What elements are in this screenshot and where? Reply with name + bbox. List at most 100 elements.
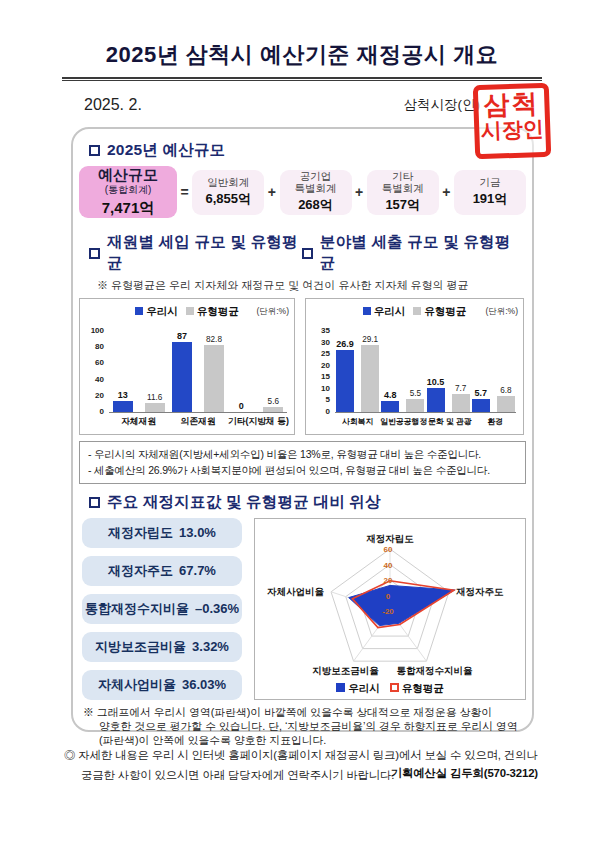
category-label: 사회복지 [335,416,380,427]
svg-text:0: 0 [386,591,391,600]
bar-value-label: 29.1 [362,335,378,344]
analysis-note: - 세출예산의 26.9%가 사회복지분야에 편성되어 있으며, 유형평균 대비… [88,462,517,478]
signer: 삼척시장(인) [404,96,481,114]
bars: 26.929.14.85.510.57.75.76.8 [335,331,516,412]
legend-square-blue [336,683,345,692]
svg-text:재정자립도: 재정자립도 [366,533,414,544]
budget-total-box: 예산규모 (통합회계) 7,471억 [79,166,177,218]
legend-square-blue [135,307,143,315]
radar-legend: 우리시유형평균 [255,682,525,696]
bar-value-label: 5.6 [268,397,279,406]
indicator-box: 자체사업비율36.03% [82,670,242,700]
category-label: 일반공공행정 [380,416,427,427]
svg-text:-20: -20 [382,607,394,616]
svg-text:통합재정수지비율: 통합재정수지비율 [396,665,473,676]
expense-section-header: 분야별 세출 규모 및 유형평균 [302,232,526,274]
svg-text:지방보조금비율: 지방보조금비율 [312,665,379,676]
indicator-section-header: 주요 재정지표값 및 유형평균 대비 위상 [89,492,526,513]
plus-sign: + [439,184,454,200]
y-tick: 10 [311,384,330,393]
charts-row: 우리시유형평균 (단위:%) 0204060801001311.68782.80… [79,298,526,435]
footer-note: ◎ 자세한 내용은 우리 시 인터넷 홈페이지(홈페이지 재정공시 링크)에서 … [64,746,538,786]
date-row: 2025. 2. 삼척시장(인) [84,94,540,116]
type-average-note: ※ 유형평균은 우리 지자체와 재정규모 및 여건이 유사한 지자체 유형의 평… [97,278,526,293]
svg-text:자체사업비율: 자체사업비율 [267,585,325,596]
bar-value-label: 6.8 [500,386,511,395]
bar: 4.8 [381,401,399,412]
legend-square-gray [186,307,194,315]
plus-sign: + [352,184,367,200]
bar: 26.9 [336,350,354,412]
svg-text:60: 60 [384,545,393,554]
y-tick: 60 [85,358,104,367]
date: 2025. 2. [84,96,142,114]
category-label: 자체재원 [109,416,168,428]
bar: 29.1 [361,345,379,412]
y-tick: 0 [85,407,104,416]
bar: 5.7 [472,399,490,412]
footer-contact: 기획예산실 김두희(570-3212) [408,764,538,784]
y-tick: 35 [311,326,330,335]
square-bullet-icon [89,248,100,259]
svg-text:재정자주도: 재정자주도 [456,585,504,596]
y-tick: 5 [311,395,330,404]
bar: 7.7 [452,394,470,412]
indicator-box: 재정자립도13.0% [82,518,242,548]
y-tick: 15 [311,372,330,381]
indicator-box: 통합재정수지비율–0.36% [82,594,242,624]
radar-explanation-note: ※ 그래프에서 우리시 영역(파란색)이 바깥쪽에 있을수록 상대적으로 재정운… [83,705,524,748]
budget-flow: 예산규모 (통합회계) 7,471억 = 일반회계 6,855억 + 공기업 특… [79,166,526,218]
page-title: 2025년 삼척시 예산기준 재정공시 개요 [62,40,542,70]
bar: 5.6 [263,407,283,412]
bar: 11.6 [145,403,165,412]
y-tick: 100 [85,326,104,335]
legend-square-gray [413,307,421,315]
bar-value-label: 7.7 [455,384,466,393]
bar-value-label: 5.7 [475,388,488,398]
category-label: 문화 및 관광 [427,416,472,427]
bar-value-label: 0 [239,401,244,411]
svg-text:20: 20 [384,576,393,585]
bar-value-label: 82.8 [206,335,222,344]
bar: 10.5 [427,388,445,412]
main-container: 2025년 예산규모 예산규모 (통합회계) 7,471억 = 일반회계 6,8… [71,127,534,732]
category-label: 의존재원 [168,416,227,428]
equals-sign: = [177,184,192,200]
chart-unit: (단위:%) [485,306,518,318]
bar: 6.8 [497,396,515,412]
bar-value-label: 13 [118,390,128,400]
bar-value-label: 4.8 [384,390,397,400]
radar-chart-box: 60 40 20 0 -20 재정자립도재정자주도통합재정수지비율 지방보조금비율 자체사업비… [254,518,526,700]
category-label: 환경 [473,416,518,427]
y-tick: 0 [311,407,330,416]
bar-group: 8782.8 [172,331,224,412]
analysis-notes-box: - 우리시의 자체재원(지방세+세외수입) 비율은 13%로, 유형평균 대비 … [79,441,526,484]
revenue-section-header: 재원별 세입 규모 및 유형평균 [89,232,302,274]
square-bullet-icon [302,248,313,259]
revenue-categories: 자체재원의존재원기타(지방채 등) [109,416,289,428]
legend-square-red [390,683,399,692]
chart-unit: (단위:%) [256,306,289,318]
square-bullet-icon [89,145,100,156]
legend-square-blue [363,307,371,315]
analysis-note: - 우리시의 자체재원(지방세+세외수입) 비율은 13%로, 유형평균 대비 … [88,446,517,462]
chart-section-headers: 재원별 세입 규모 및 유형평균 분야별 세출 규모 및 유형평균 [79,232,526,276]
bar-group: 10.5 7.7 [427,331,470,412]
bar-value-label: 26.9 [336,339,354,349]
title-underline [62,77,542,81]
budget-section-header: 2025년 예산규모 [89,140,526,161]
budget-item-box: 기타 특별회계 157억 [367,170,439,215]
page: 2025년 삼척시 예산기준 재정공시 개요 2025. 2. 삼척시장(인) … [0,0,601,850]
y-tick: 20 [85,391,104,400]
bar: 5.5 [406,399,424,412]
bar-group: 5.7 6.8 [472,331,515,412]
svg-text:40: 40 [384,560,393,569]
bar: 13 [113,401,133,412]
bar: 82.8 [204,345,224,412]
bar-group: 13 11.6 [113,331,165,412]
expense-bar-chart: 우리시유형평균 (단위:%) 0510152025303526.929.14.8… [305,298,524,435]
revenue-bar-chart: 우리시유형평균 (단위:%) 0204060801001311.68782.80… [79,298,295,435]
bar-value-label: 5.5 [410,389,421,398]
bar-group: 4.8 5.5 [381,331,424,412]
y-tick: 20 [311,361,330,370]
